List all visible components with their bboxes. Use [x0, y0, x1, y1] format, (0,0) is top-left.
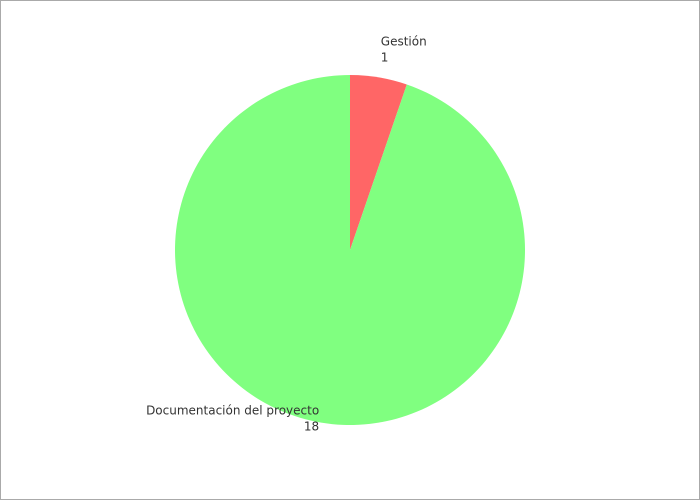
slice-label-value: 18	[304, 419, 319, 433]
pie-slice-gestion	[350, 75, 407, 250]
slice-label-name: Documentación del proyecto	[146, 403, 319, 417]
pie-slice-documentacion-del-proyecto	[175, 75, 526, 425]
slice-label-name: Gestión	[381, 35, 427, 49]
pie-labels: Gestión 1 Documentación del proyecto 18	[146, 35, 427, 434]
slice-label-value: 1	[381, 51, 389, 65]
pie-slices	[175, 75, 526, 425]
